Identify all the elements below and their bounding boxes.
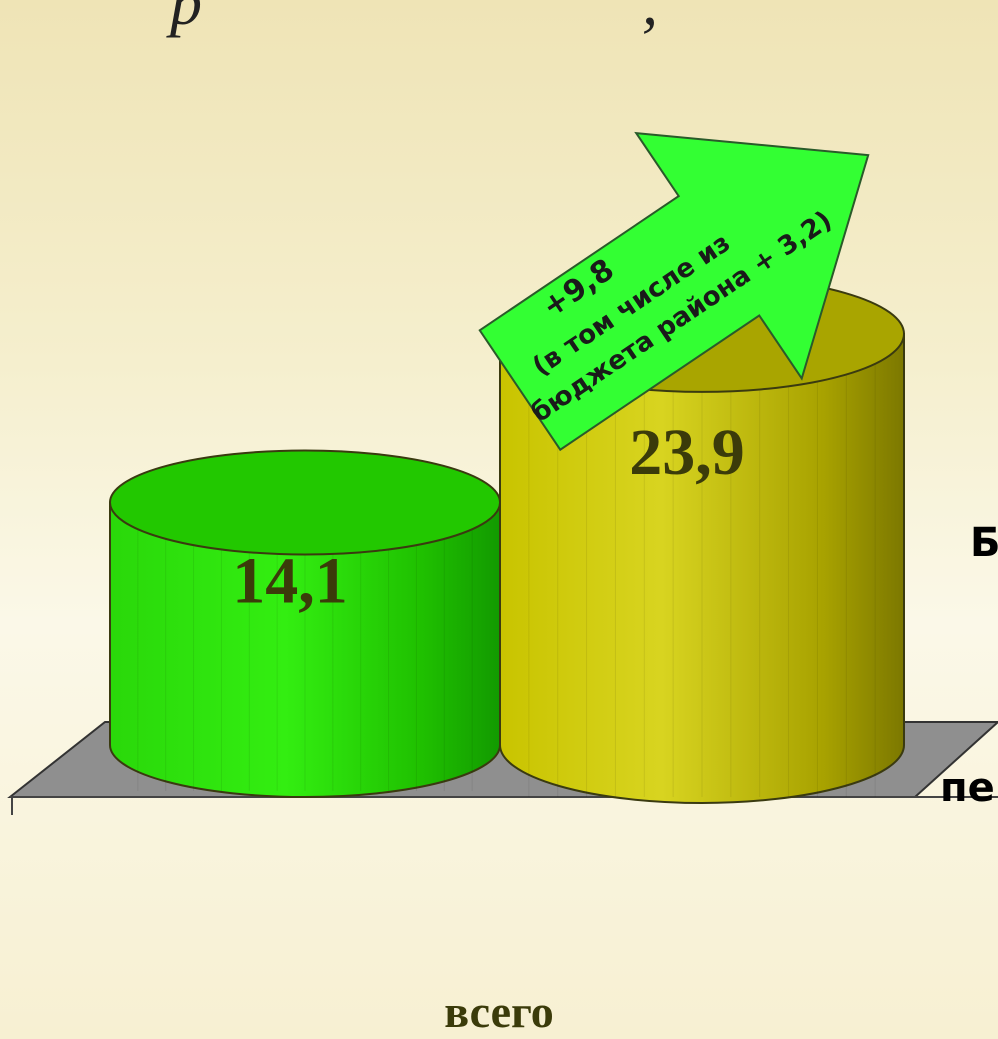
side-label-upper: Б <box>970 520 998 566</box>
bar-value-label-1: 23,9 <box>629 416 745 489</box>
side-label-lower: пе <box>940 765 995 811</box>
bar-body-0 <box>109 501 501 798</box>
growth-arrow-shape <box>478 131 870 452</box>
bar-body-1 <box>499 332 905 804</box>
bar-top-0 <box>109 449 501 556</box>
x-category-label: всего <box>444 986 554 1037</box>
bar-value-label-0: 14,1 <box>232 544 348 617</box>
title-fragment: р, <box>170 0 658 38</box>
